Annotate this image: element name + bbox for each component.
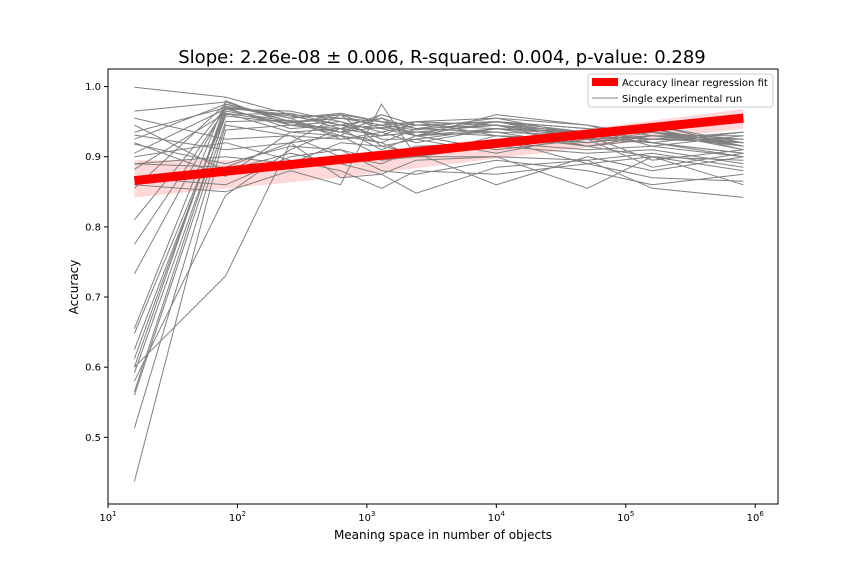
run-line-26 (134, 114, 744, 368)
run-line-19 (133, 124, 744, 429)
x-tick-label: 102 (229, 510, 246, 524)
x-tick-label: 103 (358, 510, 375, 524)
run-line-14 (133, 106, 744, 359)
x-tick-label: 104 (488, 510, 506, 524)
y-tick-label: 0.9 (85, 152, 101, 163)
run-line-31 (134, 142, 744, 198)
y-tick-label: 0.6 (85, 363, 101, 374)
x-tick-label: 106 (747, 510, 765, 524)
y-axis-label: Accuracy (67, 260, 81, 315)
legend-box (587, 73, 774, 108)
y-tick-label: 1.0 (85, 82, 101, 93)
regression-line (133, 113, 744, 186)
legend-label-run: Single experimental run (622, 94, 742, 105)
y-tick-label: 0.7 (85, 293, 101, 304)
regression-fit-layer (133, 113, 744, 186)
run-line-30 (134, 103, 744, 193)
legend-label-regression: Accuracy linear regression fit (622, 78, 768, 89)
x-tick-label: 101 (99, 510, 116, 524)
x-tick-label: 105 (617, 510, 634, 524)
run-line-23 (134, 124, 744, 175)
plot-frame (107, 68, 779, 505)
chart-title: Slope: 2.26e-08 ± 0.006, R-squared: 0.00… (178, 47, 705, 68)
x-axis-label: Meaning space in number of objects (334, 528, 552, 542)
run-line-32 (134, 142, 744, 189)
x-axis-ticks: 101 102 103 104 105 106 (99, 504, 764, 524)
y-axis-ticks: 0.5 0.6 0.7 0.8 0.9 1.0 (85, 82, 108, 444)
y-tick-label: 0.5 (85, 433, 101, 444)
run-line-20 (133, 121, 744, 482)
y-tick-label: 0.8 (85, 222, 101, 233)
legend: Accuracy linear regression fit Single ex… (587, 73, 774, 108)
